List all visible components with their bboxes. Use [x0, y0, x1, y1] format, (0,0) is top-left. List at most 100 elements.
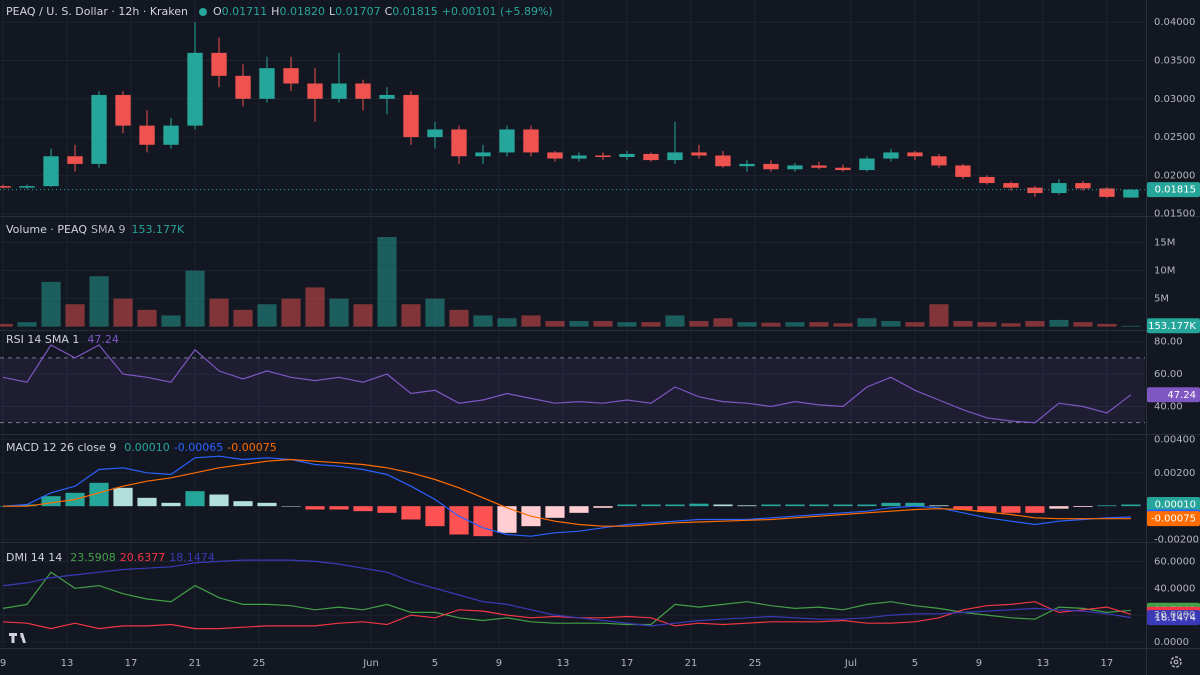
candle-body: [643, 153, 659, 161]
symbol-title[interactable]: PEAQ / U. S. Dollar · 12h · Kraken: [6, 5, 188, 18]
candle-body: [547, 152, 563, 159]
legend-value: 47.24: [87, 333, 119, 346]
macd-histogram-bar: [737, 505, 757, 507]
gear-hub: [1173, 659, 1179, 665]
candle-body: [1075, 183, 1091, 189]
legend-value: 0.01711: [222, 5, 268, 18]
candle-body: [763, 163, 779, 170]
candle-body: [667, 152, 683, 161]
candle-body: [187, 52, 203, 126]
volume-bar: [737, 322, 757, 327]
rsi-band: [0, 357, 1145, 423]
gear-icon: [1170, 656, 1182, 668]
y-tick-label: 40.0000: [1154, 583, 1195, 594]
macd-histogram-bar: [41, 496, 61, 507]
y-tick-label: -0.00200: [1154, 535, 1199, 546]
candle-body: [283, 68, 299, 84]
candle-body: [787, 165, 803, 170]
volume-bar: [17, 322, 37, 327]
volume-bar: [209, 298, 229, 327]
macd-histogram-bar: [209, 494, 229, 507]
y-tick-label: 0.00200: [1154, 468, 1195, 479]
volume-bar: [761, 322, 781, 327]
candle-body: [67, 156, 83, 164]
candle-body: [1003, 183, 1019, 188]
candle-body: [931, 156, 947, 166]
volume-bar: [353, 304, 373, 327]
candle-body: [427, 129, 443, 138]
volume-bar: [1097, 323, 1117, 327]
macd-histogram-bar: [929, 505, 949, 507]
macd-histogram-bar: [569, 506, 589, 513]
legend-title[interactable]: Volume · PEAQ: [6, 223, 87, 236]
legend-title[interactable]: MACD 12 26 close 9: [6, 441, 116, 454]
volume-bar: [1001, 323, 1021, 327]
macd-histogram-bar: [17, 504, 37, 507]
candle-body: [811, 165, 827, 168]
legend-change: +0.00101 (+5.89%): [442, 5, 553, 18]
candle-body: [163, 125, 179, 145]
axis-tag: [1147, 387, 1200, 403]
x-tick-label: Jul: [844, 658, 857, 669]
volume-bar: [569, 321, 589, 327]
candle-body: [523, 129, 539, 153]
macd-histogram-bar: [665, 504, 685, 507]
candle-body: [1099, 188, 1115, 197]
indicator-line: [2, 601, 1132, 630]
macd-histogram-bar: [497, 506, 517, 533]
y-tick-label: 0.02500: [1154, 132, 1195, 143]
macd-histogram-bar: [953, 506, 973, 510]
legend-value: 0.01707: [335, 5, 381, 18]
axis-tag: [1147, 511, 1200, 527]
candle-body: [907, 152, 923, 157]
legend-label: C: [385, 5, 393, 18]
macd-histogram-bar: [905, 502, 925, 507]
x-tick-label: 17: [621, 658, 634, 669]
legend-value: 18.1474: [169, 551, 215, 564]
volume-bar: [425, 298, 445, 327]
candle-body: [211, 52, 227, 76]
x-tick-label: 13: [557, 658, 570, 669]
settings-button[interactable]: [1170, 656, 1182, 668]
axis-tag: [1147, 610, 1200, 626]
legend-value: 0.01820: [279, 5, 325, 18]
volume-bar: [641, 322, 661, 327]
axis-tag: [1147, 497, 1200, 512]
macd-histogram-bar: [785, 504, 805, 507]
axis-tag-label: 0.00010: [1155, 500, 1196, 511]
macd-histogram-bar: [473, 506, 493, 537]
indicator-line: [2, 344, 1132, 424]
volume-bar: [449, 309, 469, 327]
volume-bar: [593, 321, 613, 327]
volume-bar: [1121, 325, 1141, 327]
volume-bar: [473, 315, 493, 327]
y-tick-label: 15M: [1154, 238, 1175, 249]
indicator-line: [2, 455, 1131, 537]
y-tick-label: 0.0000: [1154, 637, 1189, 648]
volume-bar: [545, 321, 565, 327]
volume-bar: [1025, 321, 1045, 327]
macd-legend: MACD 12 26 close 9 0.00010 -0.00065 -0.0007…: [6, 441, 277, 454]
legend-title[interactable]: RSI 14 SMA 1: [6, 333, 79, 346]
candle-body: [403, 94, 419, 138]
macd-histogram-bar: [761, 504, 781, 507]
macd-histogram-bar: [185, 491, 205, 507]
volume-bar: [713, 318, 733, 327]
axis-tag-label: 47.24: [1167, 390, 1196, 401]
volume-bar: [881, 321, 901, 327]
legend-title[interactable]: DMI 14 14: [6, 551, 62, 564]
legend-value: 23.5908: [70, 551, 116, 564]
macd-histogram-bar: [1073, 506, 1093, 507]
macd-histogram-bar: [425, 506, 445, 527]
x-tick-label: 21: [189, 658, 202, 669]
volume-bar: [617, 322, 637, 327]
volume-bar: [1049, 319, 1069, 327]
macd-histogram-bar: [833, 504, 853, 507]
candle-body: [715, 155, 731, 167]
y-tick-label: 80.00: [1154, 337, 1183, 348]
macd-histogram-bar: [617, 504, 637, 507]
legend-indicator: SMA 9: [91, 223, 126, 236]
tv-logo[interactable]: [6, 630, 32, 646]
macd-histogram-bar: [329, 506, 349, 510]
macd-histogram-bar: [593, 506, 613, 508]
